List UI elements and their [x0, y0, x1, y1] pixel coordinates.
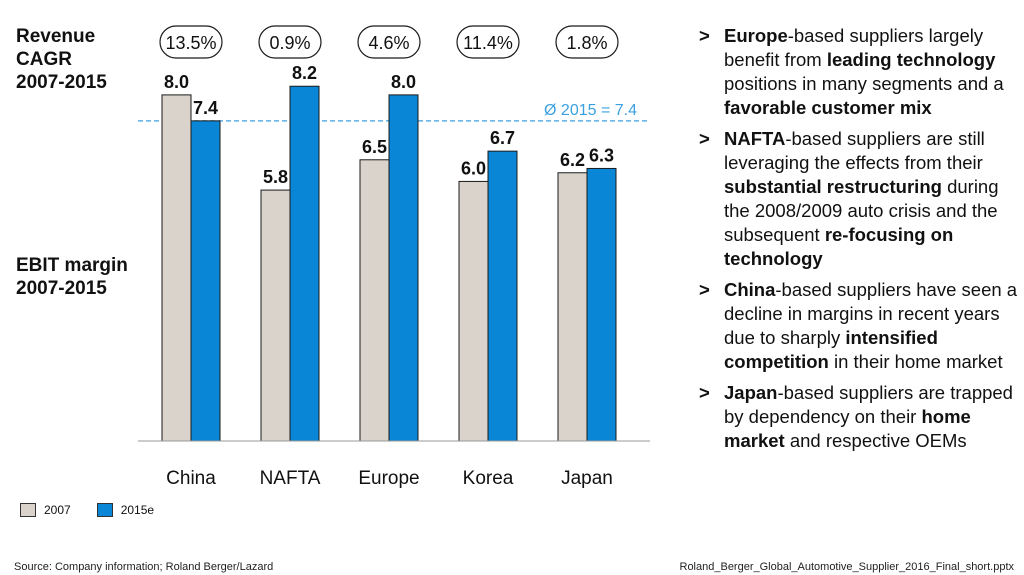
ebit-margin-bar-chart: Ø 2015 = 7.48.07.4China13.5%5.88.2NAFTA0… — [138, 25, 650, 489]
cagr-pill-europe — [357, 25, 421, 59]
commentary-bullets: > Europe-based suppliers largely benefit … — [697, 24, 1019, 460]
bullet-text: and respective OEMs — [784, 430, 967, 451]
file-name: Roland_Berger_Global_Automotive_Supplier… — [679, 561, 1015, 573]
category-label-china: China — [166, 468, 216, 489]
bar-europe-2015e — [388, 94, 419, 442]
bar-korea-2015e — [487, 150, 518, 442]
bar-japan-2007 — [557, 172, 588, 442]
legend-label-2015e: 2015e — [120, 503, 155, 517]
cagr-pill-nafta — [258, 25, 322, 59]
cagr-value-japan: 1.8% — [566, 33, 607, 53]
cagr-value-korea: 11.4% — [463, 33, 513, 53]
bullet-emphasis: substantial restructuring — [724, 176, 942, 197]
bullet-2: > NAFTA-based suppliers are still leverag… — [697, 127, 1019, 271]
data-label-korea-2015e: 6.7 — [490, 128, 515, 148]
legend-swatch-2015e — [96, 503, 113, 517]
bullet-emphasis: China — [724, 279, 776, 300]
bullet-text: -based suppliers largely benefit from — [724, 25, 984, 70]
data-label-europe-2007: 6.5 — [362, 137, 387, 157]
bullet-emphasis: home market — [724, 406, 971, 451]
bullet-emphasis: NAFTA — [724, 128, 786, 149]
bullet-emphasis: Japan — [724, 382, 778, 403]
cagr-value-nafta: 0.9% — [269, 33, 310, 53]
data-label-japan-2007: 6.2 — [560, 150, 585, 170]
bullet-3: > China-based suppliers have seen a decli… — [697, 278, 1019, 374]
bar-korea-2007 — [458, 180, 489, 442]
ebit-margin-label: EBIT margin 2007-2015 — [16, 255, 128, 299]
bar-china-2007 — [161, 94, 192, 442]
reference-line-label: Ø 2015 = 7.4 — [544, 102, 637, 119]
bullet-emphasis: re-focusing on technology — [724, 224, 954, 269]
cagr-value-china: 13.5% — [165, 33, 216, 53]
bar-nafta-2015e — [289, 85, 320, 442]
category-label-korea: Korea — [463, 468, 514, 489]
bullet-4: > Japan-based suppliers are trapped by de… — [697, 381, 1019, 453]
data-label-nafta-2015e: 8.2 — [292, 63, 317, 83]
bullet-marker: > — [699, 25, 710, 46]
cagr-pill-japan — [555, 25, 619, 59]
bullet-emphasis: leading technology — [826, 49, 996, 70]
data-label-nafta-2007: 5.8 — [263, 167, 288, 187]
bullet-text: -based suppliers are still leveraging th… — [724, 128, 985, 173]
bullet-emphasis: favorable customer mix — [724, 97, 932, 118]
bullet-text: -based suppliers have seen a decline in … — [724, 279, 1018, 348]
bullet-marker: > — [699, 279, 710, 300]
cagr-pill-china — [159, 25, 223, 59]
bullet-text: during the 2008/2009 auto crisis and the… — [724, 176, 999, 245]
bullet-marker: > — [699, 382, 710, 403]
data-label-korea-2007: 6.0 — [461, 158, 486, 178]
source-note: Source: Company information; Roland Berg… — [14, 561, 274, 573]
category-label-europe: Europe — [358, 468, 419, 489]
bullet-text: in their home market — [828, 351, 1003, 372]
data-label-china-2015e: 7.4 — [193, 98, 218, 118]
bullet-emphasis: intensified competition — [724, 327, 938, 372]
bullet-text: positions in many segments and a — [724, 73, 1004, 94]
bullet-emphasis: Europe — [724, 25, 788, 46]
bullet-marker: > — [699, 128, 710, 149]
legend-swatch-2007 — [20, 503, 36, 517]
data-label-japan-2015e: 6.3 — [589, 145, 614, 165]
bar-europe-2007 — [359, 159, 390, 442]
bullet-1: > Europe-based suppliers largely benefit … — [697, 24, 1019, 120]
category-label-japan: Japan — [561, 468, 613, 489]
cagr-pill-korea — [456, 25, 520, 59]
chart-legend: 2007 2015e — [20, 502, 180, 518]
bar-nafta-2007 — [260, 189, 291, 442]
data-label-europe-2015e: 8.0 — [391, 72, 416, 92]
cagr-value-europe: 4.6% — [368, 33, 409, 53]
category-label-nafta: NAFTA — [260, 468, 321, 489]
legend-label-2007: 2007 — [44, 503, 71, 517]
data-label-china-2007: 8.0 — [164, 72, 189, 92]
revenue-cagr-label: Revenue CAGR 2007-2015 — [16, 26, 107, 93]
bar-japan-2015e — [586, 167, 617, 442]
bar-china-2015e — [190, 120, 221, 442]
bullet-text: -based suppliers are trapped by dependen… — [724, 382, 1013, 427]
